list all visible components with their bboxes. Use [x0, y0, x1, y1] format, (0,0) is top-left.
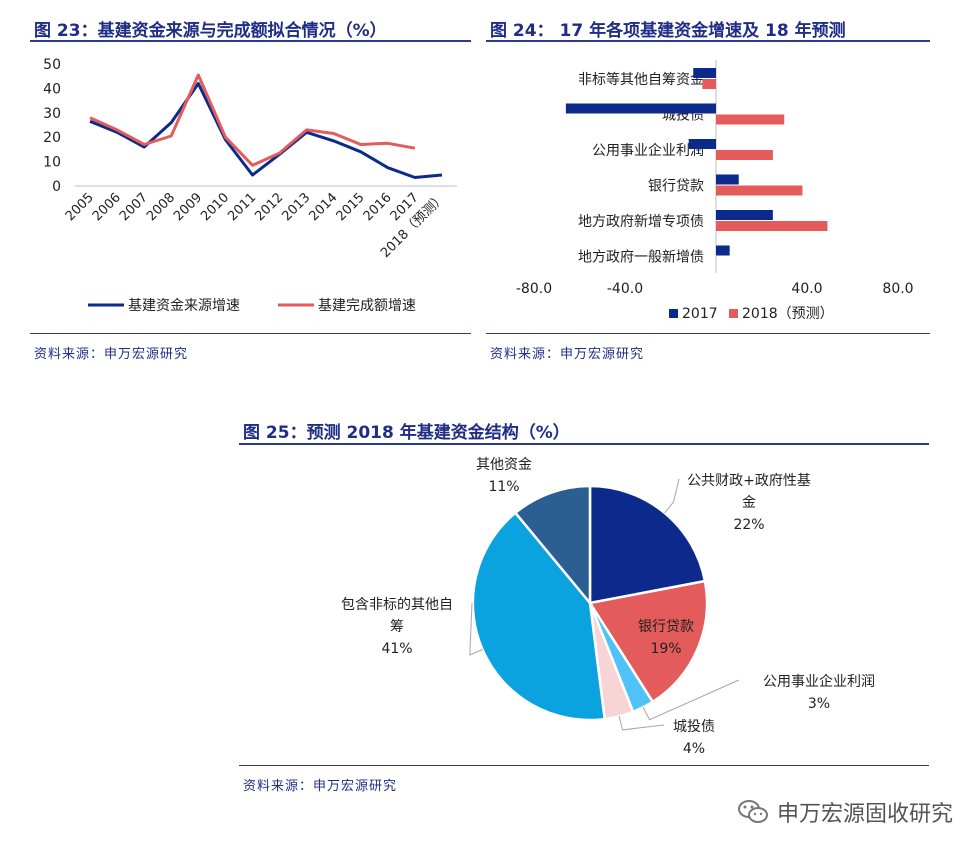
- x-tick-label: 2007: [117, 190, 151, 224]
- fig24-title-rule: [486, 40, 930, 42]
- x-tick-label: 2011: [225, 190, 259, 224]
- category-label: 公用事业企业利润: [592, 142, 704, 159]
- pie-leader-line: [469, 602, 483, 656]
- fig25-source: 资料来源：申万宏源研究: [243, 779, 398, 794]
- pie-label: 城投债 4%: [673, 719, 715, 757]
- x-tick-label: 2013: [279, 190, 313, 224]
- x-tick-label: -80.0: [516, 281, 552, 297]
- category-label: 非标等其他自筹资金: [578, 71, 704, 88]
- bar-2018（预测）: [716, 221, 828, 231]
- bar-2017: [716, 210, 773, 220]
- bar-2018（预测）: [716, 185, 803, 196]
- pie-label-text: 城投债: [673, 719, 715, 735]
- bar-2018（预测）: [716, 114, 785, 125]
- y-tick-label: 10: [43, 155, 61, 171]
- pie-label-text: 其他资金: [476, 457, 532, 473]
- fig23-title-rule: [30, 40, 471, 42]
- y-tick-label: 20: [43, 130, 61, 146]
- bar-2017: [688, 139, 716, 149]
- pie-label: 公用事业企业利润 3%: [763, 673, 875, 712]
- category-label: 银行贷款: [648, 179, 704, 195]
- x-tick-label: 2010: [198, 190, 232, 224]
- bar-2017: [716, 174, 739, 185]
- fig24-bottom-rule: [486, 333, 930, 334]
- pie-slice: [587, 579, 709, 704]
- pie-leader-line: [618, 716, 665, 731]
- x-tick-label: 2012: [252, 190, 286, 224]
- pie-label-text: 银行贷款: [638, 619, 694, 635]
- watermark: 申万宏源固收研究: [737, 796, 953, 828]
- series-line-基建完成额增速: [89, 73, 416, 167]
- fig23-title: 图 23：基建资金来源与完成额拟合情况（%）: [34, 21, 387, 41]
- x-tick-label: -40.0: [607, 281, 643, 297]
- x-tick-label: 2016: [361, 190, 395, 224]
- category-label: 地方政府新增专项债: [578, 214, 704, 230]
- fig24-source: 资料来源：申万宏源研究: [490, 347, 645, 362]
- pie-label-text: 公共财政+政府性基: [687, 472, 811, 489]
- legend-swatch: [729, 309, 738, 318]
- x-tick-label: 40.0: [791, 281, 822, 297]
- legend-label: 基建完成额增速: [318, 297, 416, 314]
- pie-label: 银行贷款 19%: [638, 619, 694, 657]
- y-tick-label: 50: [43, 57, 61, 73]
- fig23-line-chart: 0102030405020052006200720082009201020112…: [43, 57, 457, 314]
- legend-label: 2018（预测）: [742, 306, 834, 322]
- bar-2017: [716, 245, 730, 256]
- pie-leader-line: [642, 679, 740, 721]
- pie-label-text: 公用事业企业利润: [763, 673, 875, 690]
- bar-2017: [693, 68, 716, 78]
- x-tick-label: 2008: [144, 190, 178, 224]
- pie-label-pct: 3%: [808, 696, 830, 712]
- pie-label-pct: 4%: [683, 741, 705, 757]
- pie-label-pct: 11%: [488, 479, 519, 495]
- legend-swatch: [669, 309, 678, 318]
- x-tick-label: 2014: [307, 190, 341, 224]
- category-label: 地方政府一般新增债: [578, 250, 704, 266]
- pie-label-text: 金: [742, 495, 756, 511]
- y-tick-label: 30: [43, 106, 61, 122]
- x-tick-label: 2009: [171, 190, 205, 224]
- fig25-bottom-rule: [239, 765, 929, 766]
- pie-label-text: 筹: [390, 618, 404, 635]
- series-line-基建资金来源增速: [89, 82, 443, 179]
- legend-label: 基建资金来源增速: [128, 297, 240, 314]
- fig25-title: 图 25：预测 2018 年基建资金结构（%）: [243, 423, 570, 443]
- pie-slice: [588, 484, 707, 605]
- fig25-title-rule: [239, 443, 929, 445]
- bar-2018（预测）: [702, 79, 716, 89]
- wechat-icon: [737, 800, 768, 823]
- x-tick-label: 80.0: [882, 281, 913, 297]
- pie-label-pct: 41%: [381, 641, 412, 657]
- fig23-source: 资料来源：申万宏源研究: [34, 347, 189, 362]
- pie-slice: [513, 484, 592, 607]
- bar-2018（预测）: [716, 150, 773, 160]
- legend-label: 2017: [682, 306, 718, 322]
- fig24-bar-chart: 非标等其他自筹资金城投债公用事业企业利润银行贷款地方政府新增专项债地方政府一般新…: [516, 60, 914, 322]
- x-tick-label: 2005: [63, 190, 97, 224]
- y-tick-label: 0: [52, 179, 61, 195]
- y-tick-label: 40: [43, 81, 61, 97]
- pie-label: 其他资金 11%: [476, 457, 532, 495]
- x-tick-label: 2006: [90, 190, 124, 224]
- bar-2017: [565, 103, 716, 114]
- pie-leader-line: [664, 478, 680, 514]
- fig23-bottom-rule: [30, 333, 471, 334]
- pie-label-pct: 22%: [733, 517, 764, 533]
- x-tick-label: 2015: [334, 190, 368, 224]
- watermark-text: 申万宏源固收研究: [776, 802, 953, 827]
- fig24-title: 图 24： 17 年各项基建资金增速及 18 年预测: [490, 21, 846, 41]
- pie-label-text: 包含非标的其他自: [341, 597, 453, 613]
- pie-label-pct: 19%: [650, 641, 681, 657]
